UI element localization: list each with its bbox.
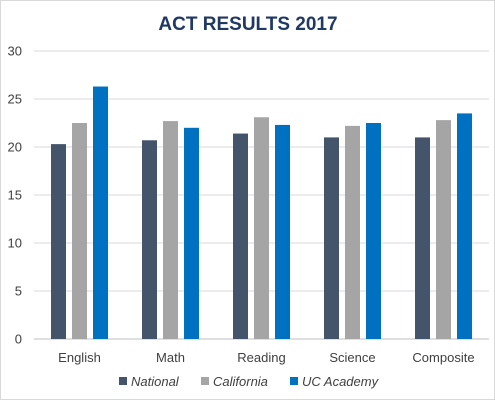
bar-uc-academy-science xyxy=(366,123,381,339)
x-tick-label: Math xyxy=(156,350,185,365)
bar-uc-academy-composite xyxy=(457,113,472,340)
y-tick-label: 5 xyxy=(15,284,22,299)
bars xyxy=(51,86,472,340)
bar-national-reading xyxy=(233,133,248,339)
y-tick-label: 20 xyxy=(8,140,22,155)
legend-swatch xyxy=(290,377,298,385)
chart-title: ACT RESULTS 2017 xyxy=(158,14,337,35)
legend-swatch xyxy=(119,377,127,385)
y-tick-label: 30 xyxy=(8,44,22,59)
y-tick-label: 25 xyxy=(8,92,22,107)
bar-uc-academy-math xyxy=(184,127,199,339)
bar-california-science xyxy=(345,125,360,339)
legend-label: California xyxy=(213,374,268,389)
legend-swatch xyxy=(201,377,209,385)
x-tick-label: English xyxy=(58,350,101,365)
x-axis-ticks: English Math Reading Science Composite xyxy=(58,350,474,365)
y-tick-label: 0 xyxy=(15,332,22,347)
x-tick-label: Science xyxy=(329,350,375,365)
bar-california-english xyxy=(72,123,87,339)
x-tick-label: Reading xyxy=(237,350,285,365)
legend-label: UC Academy xyxy=(302,374,380,389)
bar-national-math xyxy=(142,140,157,339)
y-tick-label: 10 xyxy=(8,236,22,251)
legend-label: National xyxy=(131,374,180,389)
bar-california-composite xyxy=(436,120,451,340)
y-tick-label: 15 xyxy=(8,188,22,203)
bar-california-reading xyxy=(254,117,269,340)
bar-national-science xyxy=(324,137,339,339)
x-tick-label: Composite xyxy=(412,350,474,365)
bar-national-english xyxy=(51,144,66,339)
y-axis-ticks: 0 5 10 15 20 25 30 xyxy=(8,44,22,347)
bar-uc-academy-reading xyxy=(275,124,290,339)
bar-uc-academy-english xyxy=(93,86,108,340)
bar-national-composite xyxy=(415,137,430,339)
legend: National California UC Academy xyxy=(119,374,380,389)
bar-california-math xyxy=(163,121,178,339)
